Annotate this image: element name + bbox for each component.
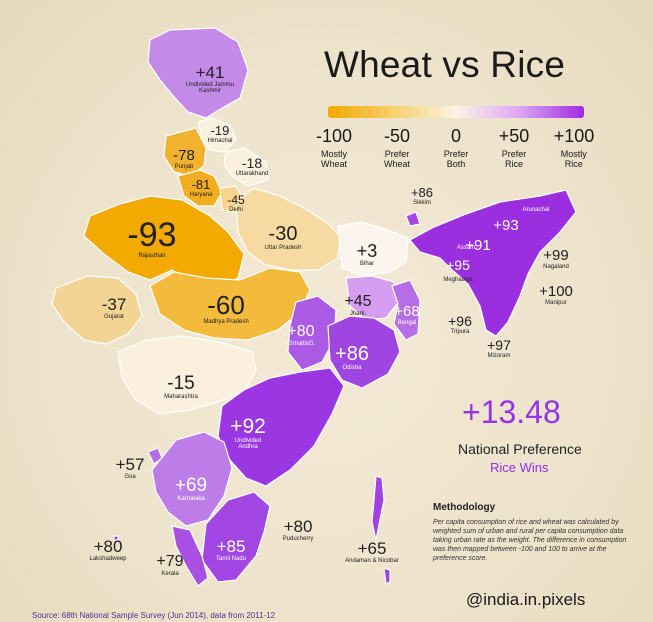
legend-stop-mostly-rice: +100 Mostly Rice bbox=[553, 126, 595, 169]
region-wb bbox=[391, 279, 421, 341]
label-cg: +80 ChhattisG. bbox=[286, 323, 316, 348]
legend-stop-prefer-rice: +50 Prefer Rice bbox=[498, 126, 530, 169]
label-pb: -78 Punjab bbox=[173, 147, 195, 170]
label-ka: +69 Karnataka bbox=[174, 475, 208, 502]
region-kl bbox=[171, 525, 209, 587]
legend-stop-prefer-both: 0 Prefer Both bbox=[443, 126, 469, 169]
national-preference-label: National Preference bbox=[458, 441, 582, 457]
region-cg bbox=[287, 295, 337, 371]
label-arunachal-value: +93 bbox=[493, 217, 519, 234]
label-hr: -81 Haryana bbox=[189, 177, 213, 198]
region-up bbox=[235, 187, 341, 271]
label-jh: +45 Jhark. bbox=[344, 293, 372, 318]
region-ap bbox=[217, 367, 345, 487]
author-handle: @india.in.pixels bbox=[466, 590, 586, 609]
region-uk bbox=[223, 147, 269, 187]
label-an: +65 Andaman & Nicobar bbox=[345, 539, 399, 564]
label-arunachal-name: Arunachal bbox=[522, 207, 550, 213]
label-ld: +80 Lakshadweep bbox=[89, 537, 127, 562]
region-andaman bbox=[371, 475, 385, 541]
label-ap: +92 Undivided Andhra bbox=[230, 415, 266, 450]
region-ka bbox=[151, 431, 233, 527]
label-meg-name: Meghalaya bbox=[443, 277, 473, 283]
legend-stop-mostly-wheat: -100 Mostly Wheat bbox=[315, 126, 353, 169]
label-meg: +95 bbox=[446, 257, 470, 273]
region-br bbox=[337, 221, 409, 277]
label-sk: +86 Sikkim bbox=[410, 185, 434, 206]
label-mn: +100 Manipur bbox=[539, 283, 573, 306]
label-hp: -19 Himachal bbox=[207, 123, 233, 144]
methodology-text: Per capita consumption of rice and wheat… bbox=[433, 519, 627, 563]
national-preference-result: Rice Wins bbox=[490, 460, 549, 475]
region-hr bbox=[177, 169, 223, 207]
label-tn: +85 Tamil Nadu bbox=[215, 537, 247, 562]
region-hp bbox=[197, 117, 237, 153]
region-tn bbox=[201, 491, 271, 583]
national-preference-value: +13.48 bbox=[462, 394, 561, 430]
region-northeast bbox=[409, 189, 577, 337]
label-tr: +96 Tripura bbox=[448, 313, 472, 335]
region-od bbox=[327, 315, 401, 389]
chart-title: Wheat vs Rice bbox=[324, 44, 566, 85]
region-lakshadweep bbox=[113, 535, 119, 541]
label-kl: +79 Kerala bbox=[156, 553, 184, 578]
label-assam: +91 bbox=[465, 237, 491, 254]
label-wb: +68 Bengal bbox=[394, 303, 420, 326]
label-rj: -93 Rajasthan bbox=[127, 216, 177, 259]
legend-stop-prefer-wheat: -50 Prefer Wheat bbox=[383, 126, 410, 169]
region-gj bbox=[51, 275, 143, 345]
label-assam-name: Assam bbox=[456, 245, 476, 251]
label-mz: +97 Mizoram bbox=[487, 337, 511, 359]
label-up: -30 Uttar Pradesh bbox=[264, 223, 302, 251]
label-jk: +41 Undivided Jammu Kashmir bbox=[185, 63, 235, 94]
methodology-title: Methodology bbox=[433, 502, 496, 513]
legend-color-scale bbox=[328, 106, 584, 118]
label-nl: +99 Nagaland bbox=[543, 247, 569, 270]
label-py: +80 Puducherry bbox=[282, 517, 314, 542]
label-uk: -18 Uttarakhand bbox=[235, 155, 269, 177]
label-mp: -60 Madhya Pradesh bbox=[203, 290, 249, 325]
label-od: +86 Odisha bbox=[335, 343, 369, 371]
region-jh bbox=[345, 275, 401, 321]
label-ga: +57 Goa bbox=[115, 455, 145, 480]
region-andaman-south bbox=[383, 567, 391, 585]
source-note: Source: 68th National Sample Survey (Jun… bbox=[32, 611, 276, 620]
label-br: +3 Bihar bbox=[356, 241, 378, 267]
region-jk bbox=[147, 27, 249, 119]
label-dl: -45 Delhi bbox=[227, 193, 245, 213]
label-mh: -15 Maharashtra bbox=[164, 373, 198, 400]
label-gj: -37 Gujarat bbox=[101, 295, 127, 320]
region-sikkim bbox=[405, 211, 421, 227]
